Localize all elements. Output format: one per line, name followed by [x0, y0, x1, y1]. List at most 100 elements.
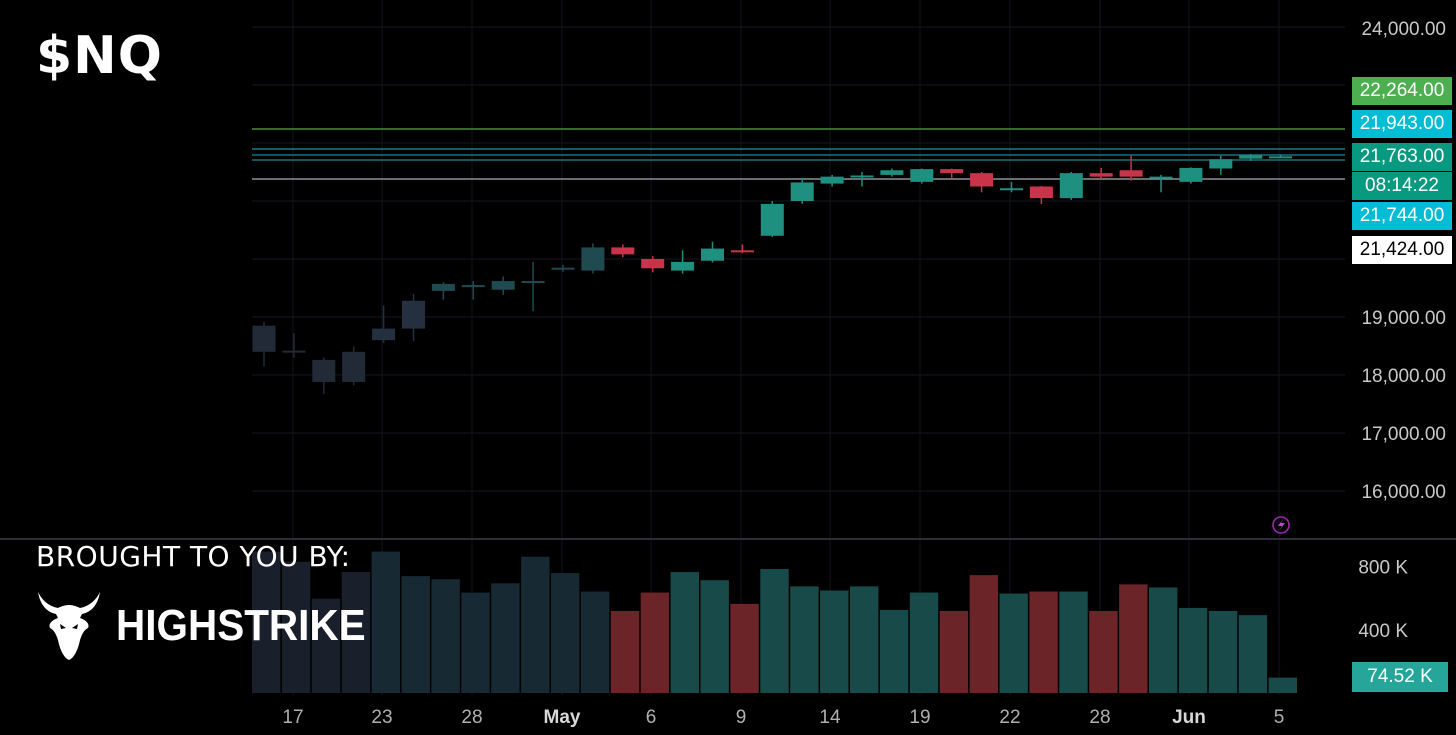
x-tick-label: 19	[909, 707, 930, 728]
volume-bar	[700, 580, 729, 693]
candle-body	[1059, 173, 1083, 199]
volume-bar	[939, 611, 969, 693]
x-tick-label: 9	[736, 707, 747, 728]
volume-bar	[551, 573, 580, 693]
candle-body	[671, 261, 695, 271]
volume-tick-label: 800 K	[1358, 558, 1408, 579]
candle-body	[372, 328, 396, 341]
candle	[880, 168, 904, 177]
candle-body	[1119, 170, 1143, 177]
volume-bar	[610, 611, 640, 693]
volume-bar	[252, 551, 281, 693]
candle	[312, 357, 336, 395]
volume-bar	[640, 592, 670, 693]
y-axis-ticks: 24,000.00 19,000.00 18,000.00 17,000.00 16,0…	[1361, 19, 1446, 503]
x-tick-label: 22	[999, 707, 1020, 728]
candle-body	[790, 182, 814, 201]
volume-bar	[401, 576, 430, 693]
price-level-tag: 21,763.00	[1352, 143, 1452, 171]
candle	[521, 261, 545, 312]
volume-bar	[879, 609, 909, 693]
candle	[790, 177, 814, 204]
volume-bar	[1208, 611, 1238, 693]
candle-body	[342, 351, 366, 382]
candle-body	[252, 325, 276, 352]
volume-bar	[820, 590, 849, 693]
candle-body	[760, 203, 784, 236]
candle	[282, 333, 306, 358]
candle	[1209, 155, 1233, 175]
candle	[1059, 172, 1083, 200]
volume-bar	[730, 603, 759, 693]
volume-bar	[1089, 611, 1118, 693]
bull-head-icon	[38, 592, 100, 660]
candle-body	[880, 170, 904, 175]
volume-bar	[790, 586, 819, 693]
volume-bar	[461, 592, 490, 693]
candle-body	[1029, 186, 1053, 199]
volume-bar	[281, 561, 311, 693]
x-tick-label: May	[544, 707, 581, 728]
sponsor-brand: HIGHSTRIKE	[36, 590, 387, 662]
candle	[431, 282, 455, 300]
price-level-tag: 21,744.00	[1352, 202, 1452, 230]
candles	[252, 154, 1293, 395]
candle	[760, 201, 784, 237]
candle-body	[402, 300, 425, 329]
candle-body	[1179, 167, 1203, 182]
candle-body	[850, 175, 874, 178]
x-tick-label: 6	[646, 707, 657, 728]
volume-bar	[999, 593, 1028, 693]
candle-body	[701, 248, 724, 261]
volume-bar	[1268, 677, 1297, 693]
volume-bar	[850, 586, 879, 693]
candle	[402, 293, 425, 342]
volume-bar	[521, 556, 550, 693]
brand-name: HIGHSTRIKE	[116, 601, 366, 650]
volume-bar	[1029, 591, 1058, 693]
candle	[701, 241, 724, 263]
candle	[611, 244, 635, 258]
x-tick-label: 5	[1274, 707, 1285, 728]
candle	[1029, 185, 1053, 204]
volume-bar	[580, 591, 610, 693]
volume-bar	[371, 551, 400, 693]
candle-body	[1269, 156, 1293, 159]
candle-body	[461, 285, 485, 288]
volume-bar	[491, 583, 520, 693]
candle-body	[611, 247, 635, 255]
candle	[1119, 155, 1143, 181]
volume-bars	[252, 551, 1297, 693]
candle-body	[1239, 155, 1263, 159]
volume-axis-ticks: 800 K 400 K	[1358, 558, 1408, 642]
candle-body	[641, 259, 665, 269]
candle-body	[282, 350, 306, 353]
candle-body	[970, 173, 994, 187]
candle-body	[1209, 159, 1233, 169]
lightning-icon[interactable]	[1272, 516, 1290, 534]
candle-body	[551, 267, 575, 270]
volume-bar	[1238, 615, 1268, 693]
candle	[581, 243, 605, 274]
candle	[461, 281, 485, 300]
candle-body	[730, 250, 754, 253]
candle-body	[431, 283, 455, 291]
sponsor-intro: BROUGHT TO YOU BY:	[36, 540, 351, 573]
candle-body	[521, 281, 545, 284]
candle	[850, 172, 874, 187]
price-level-tag: 21,424.00	[1352, 236, 1452, 264]
ticker-symbol: $NQ	[36, 26, 163, 86]
x-tick-label: Jun	[1172, 707, 1206, 728]
y-tick-label: 19,000.00	[1361, 308, 1446, 329]
x-tick-label: 28	[461, 707, 482, 728]
candle	[1239, 154, 1263, 161]
candle	[940, 168, 964, 178]
candle-body	[1089, 173, 1113, 177]
volume-bar	[670, 572, 699, 693]
candle	[1179, 167, 1203, 184]
candle-body	[491, 281, 515, 290]
volume-bar	[1178, 607, 1208, 693]
price-level-tag: 22,264.00	[1352, 77, 1452, 105]
volume-bar	[909, 592, 939, 693]
volume-bar	[311, 598, 341, 693]
